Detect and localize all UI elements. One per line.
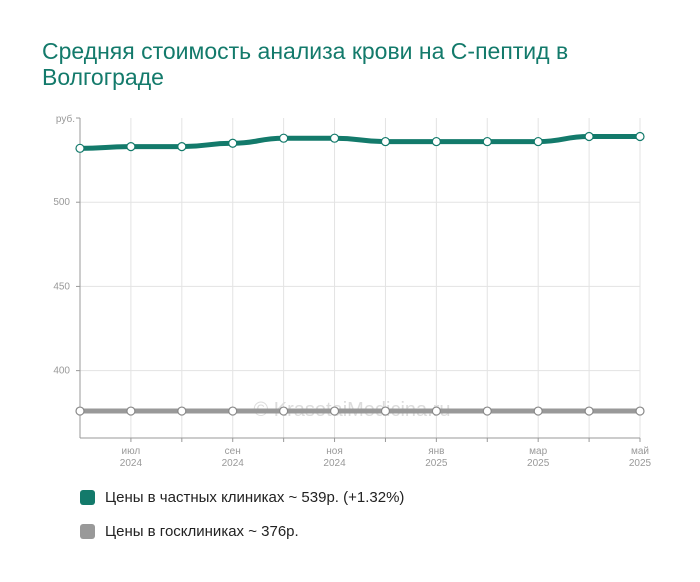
legend-item-private[interactable]: Цены в частных клиниках ~ 539р. (+1.32%) [80, 488, 404, 506]
chart-title: Средняя стоимость анализа крови на С-пеп… [42, 38, 569, 90]
series-line-0 [77, 134, 643, 151]
x-tick-label-year: 2025 [425, 458, 448, 469]
x-tick-label-year: 2025 [527, 458, 550, 469]
data-point [584, 131, 594, 142]
data-point [533, 136, 543, 147]
data-point [533, 406, 543, 416]
x-tick-label-month: сен [225, 446, 241, 457]
x-tick-label-month: ноя [326, 446, 343, 457]
legend-swatch-public [80, 523, 95, 539]
x-tick-label-year: 2025 [629, 458, 652, 469]
data-point [126, 142, 136, 152]
data-point [75, 143, 85, 153]
x-tick-label-month: июл [122, 446, 141, 457]
x-tick-label-month: мар [529, 446, 547, 457]
x-tick-label-month: май [631, 446, 649, 457]
x-tick-label-year: 2024 [120, 458, 143, 469]
x-tick-label-year: 2024 [323, 458, 346, 469]
data-point [177, 142, 187, 152]
x-tick-label-month: янв [428, 446, 444, 457]
y-tick-label: 400 [53, 366, 70, 377]
data-point [431, 136, 441, 147]
series-lines [75, 131, 645, 416]
data-point [635, 406, 645, 416]
data-point [584, 406, 594, 416]
data-point [380, 136, 391, 147]
data-point [75, 406, 85, 416]
grid-lines [80, 118, 641, 438]
data-point [329, 133, 340, 143]
data-point [482, 136, 492, 147]
legend-label-public: Цены в госклиниках ~ 376р. [105, 522, 299, 540]
line-chart: © KrasotaiMedicina.ru 400450500руб.июл20… [53, 113, 651, 469]
data-point [329, 406, 340, 416]
data-point [279, 133, 289, 143]
y-tick-label: 450 [53, 281, 70, 292]
y-tick-label: 500 [53, 197, 70, 208]
legend: Цены в частных клиниках ~ 539р. (+1.32%)… [80, 488, 404, 556]
legend-item-public[interactable]: Цены в госклиниках ~ 376р. [80, 522, 404, 540]
data-point [228, 138, 238, 148]
data-point [635, 131, 645, 142]
legend-swatch-private [80, 489, 95, 505]
axes [76, 117, 641, 442]
legend-label-private: Цены в частных клиниках ~ 539р. (+1.32%) [105, 488, 405, 506]
data-point [380, 406, 391, 416]
axis-labels: 400450500руб.июл2024сен2024ноя2024янв202… [53, 113, 651, 469]
data-point [279, 406, 289, 416]
x-tick-label-year: 2024 [222, 458, 245, 469]
y-axis-label: руб. [56, 113, 75, 125]
data-point [482, 406, 492, 416]
data-point [177, 406, 187, 416]
data-point [126, 406, 136, 416]
data-point [431, 406, 441, 416]
data-point [228, 406, 238, 416]
